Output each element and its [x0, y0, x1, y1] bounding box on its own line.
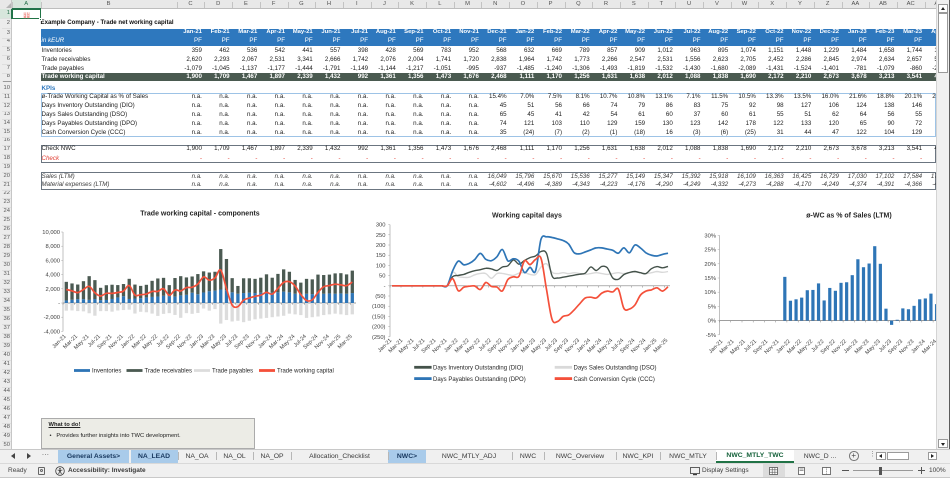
svg-text:Inventories: Inventories [92, 369, 121, 375]
svg-text:6,000: 6,000 [45, 258, 60, 264]
svg-text:20%: 20% [704, 262, 716, 268]
svg-text:10,000: 10,000 [42, 230, 60, 236]
svg-text:ø-WC as % of Sales (LTM): ø-WC as % of Sales (LTM) [806, 213, 891, 220]
svg-text:150: 150 [376, 253, 386, 259]
svg-text:-: - [58, 301, 60, 307]
svg-text:Days Payables Outstanding (DPO: Days Payables Outstanding (DPO) [433, 377, 526, 383]
svg-text:Trade payables: Trade payables [212, 369, 253, 375]
svg-text:-2,000: -2,000 [44, 315, 60, 321]
svg-text:25%: 25% [704, 248, 716, 254]
svg-text:200: 200 [376, 243, 386, 249]
svg-text:Trade receivables: Trade receivables [145, 369, 192, 375]
svg-text:4,000: 4,000 [45, 273, 60, 279]
svg-text:300: 300 [376, 223, 386, 229]
svg-text:8,000: 8,000 [45, 244, 60, 250]
svg-text:(50): (50) [375, 294, 385, 300]
svg-text:Days Sales Outstanding (DSO): Days Sales Outstanding (DSO) [574, 366, 657, 372]
svg-text:(200): (200) [372, 325, 386, 331]
svg-text:(250): (250) [372, 335, 386, 341]
svg-text:2,000: 2,000 [45, 287, 60, 293]
svg-text:-5%: -5% [706, 333, 716, 339]
svg-text:250: 250 [376, 233, 386, 239]
svg-text:-: - [384, 284, 386, 290]
svg-text:-4,000: -4,000 [44, 329, 60, 335]
svg-text:(150): (150) [372, 314, 386, 320]
svg-text:Days Inventory Outstanding (DI: Days Inventory Outstanding (DIO) [433, 366, 523, 372]
svg-text:Trade working capital - compon: Trade working capital - components [140, 211, 260, 218]
svg-text:Trade working capital: Trade working capital [277, 369, 334, 375]
svg-text:50: 50 [379, 274, 385, 280]
svg-text:0%: 0% [708, 319, 716, 325]
svg-text:10%: 10% [704, 290, 716, 296]
svg-text:15%: 15% [704, 276, 716, 282]
svg-text:Working capital days: Working capital days [492, 213, 562, 220]
svg-text:100: 100 [376, 263, 386, 269]
svg-text:5%: 5% [708, 304, 716, 310]
svg-text:30%: 30% [704, 233, 716, 239]
svg-text:Cash Conversion Cycle (CCC): Cash Conversion Cycle (CCC) [574, 377, 655, 383]
svg-text:(100): (100) [372, 304, 386, 310]
